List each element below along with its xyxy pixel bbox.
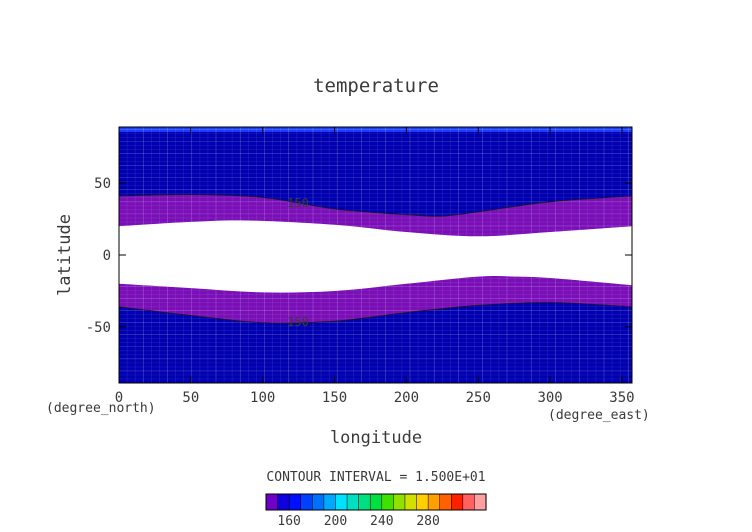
colorbar-swatch <box>346 493 360 511</box>
colorbar-swatch <box>393 493 406 511</box>
contour-line-south <box>119 302 632 324</box>
x-tick-label: 150 <box>322 390 347 406</box>
colorbar-swatch <box>358 493 371 511</box>
y-tick-label: -50 <box>86 320 111 336</box>
x-axis-label: longitude <box>330 428 422 448</box>
x-axis: 0 50 100 150 200 250 300 350 <box>115 127 635 406</box>
colorbar-swatch <box>381 493 394 511</box>
colorbar-frame <box>265 493 487 511</box>
colorbar-swatch <box>300 493 313 511</box>
region-north-blue <box>119 127 632 217</box>
y-axis: 50 0 -50 <box>86 176 632 336</box>
colorbar-swatch <box>427 493 441 511</box>
x-tick-label: 250 <box>466 390 491 406</box>
colorbar-swatch <box>265 493 279 511</box>
colorbar-swatch <box>462 493 475 511</box>
colorbar <box>265 493 487 511</box>
gridlines <box>119 127 632 383</box>
colorbar-swatch <box>404 493 418 511</box>
y-unit-label: (degree_north) <box>46 401 156 416</box>
colorbar-swatch <box>474 493 487 511</box>
x-unit-label: (degree_east) <box>548 408 650 423</box>
colorbar-tick-label: 200 <box>324 514 347 529</box>
colorbar-swatch <box>312 493 325 511</box>
band-north-purple <box>119 194 632 237</box>
contour-line-north <box>119 194 632 217</box>
colorbar-swatch <box>288 493 302 511</box>
band-south-purple <box>119 275 632 324</box>
colorbar-swatch <box>416 493 429 511</box>
colorbar-swatch <box>369 493 383 511</box>
colorbar-tick-label: 280 <box>416 514 439 529</box>
x-tick-label: 0 <box>115 390 123 406</box>
contour-label-south: 150 <box>287 315 309 329</box>
colorbar-swatch <box>451 493 464 511</box>
y-axis-label: latitude <box>55 214 75 296</box>
x-tick-label: 200 <box>394 390 419 406</box>
colorbar-swatch <box>439 493 452 511</box>
x-tick-label: 300 <box>537 390 562 406</box>
colorbar-tick-label: 240 <box>370 514 393 529</box>
polar-strip <box>119 127 632 132</box>
colorbar-swatch <box>335 493 348 511</box>
chart-title: temperature <box>313 75 439 97</box>
contour-label-north: 150 <box>287 196 309 210</box>
plot-area <box>119 127 632 383</box>
x-tick-label: 50 <box>182 390 199 406</box>
colorbar-swatch <box>323 493 337 511</box>
contour-interval-text: CONTOUR INTERVAL = 1.500E+01 <box>266 470 485 485</box>
colorbar-swatch <box>277 493 290 511</box>
y-tick-label: 50 <box>94 176 111 192</box>
region-south-blue <box>119 302 632 383</box>
colorbar-tick-label: 160 <box>277 514 300 529</box>
colorbar-tick-labels: 160 200 240 280 <box>277 514 439 529</box>
x-tick-label: 100 <box>250 390 275 406</box>
x-tick-label: 350 <box>609 390 634 406</box>
y-tick-label: 0 <box>103 248 111 264</box>
